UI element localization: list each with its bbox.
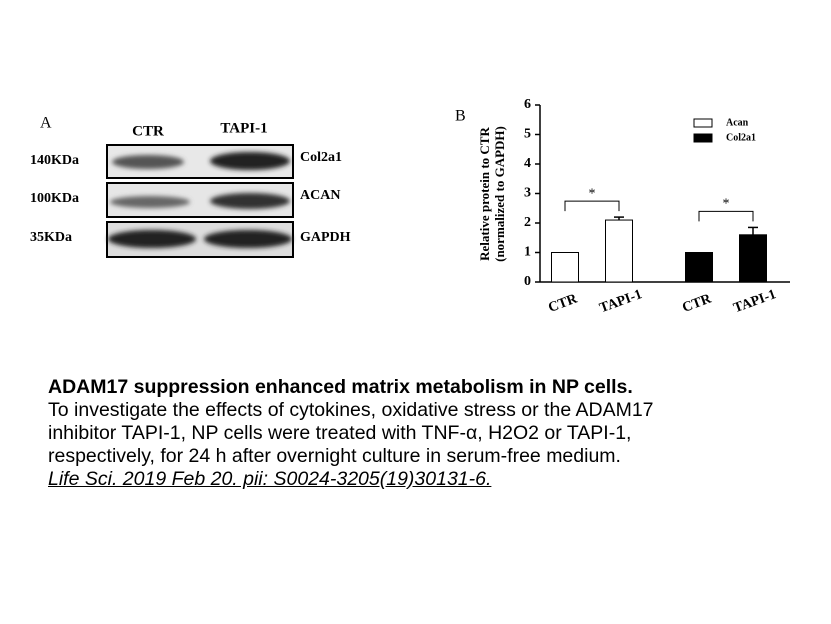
significance-bracket [564, 200, 620, 212]
bar [605, 219, 633, 283]
protein-label: GAPDH [300, 230, 351, 245]
y-tick-label: 5 [524, 127, 531, 142]
y-tick-label: 0 [524, 274, 531, 289]
caption-line: To investigate the effects of cytokines,… [48, 399, 654, 421]
significance-label: * [723, 197, 730, 212]
blot [106, 144, 294, 258]
y-tick-label: 2 [524, 215, 531, 230]
caption-title: ADAM17 suppression enhanced matrix metab… [48, 376, 633, 398]
protein-label: Col2a1 [300, 150, 342, 165]
bar [739, 234, 767, 283]
y-axis-label: Relative protein to CTR [477, 127, 492, 261]
mw-label: 140KDa [30, 153, 79, 168]
significance-bracket [698, 210, 754, 222]
caption-line: respectively, for 24 h after overnight c… [48, 445, 621, 467]
panel-label: B [455, 108, 466, 125]
figure: A CTR TAPI-1 140KDa Col2a1 100KDa ACAN 3… [30, 97, 790, 316]
bar [551, 252, 579, 283]
mw-label: 100KDa [30, 191, 79, 206]
error-bar [748, 226, 758, 235]
panel-label: A [40, 115, 52, 132]
bar [685, 252, 713, 283]
lane-label: TAPI-1 [220, 120, 267, 136]
legend-label: Col2a1 [726, 132, 756, 143]
error-bar [614, 216, 624, 221]
x-tick-label: TAPI-1 [732, 287, 779, 316]
significance-label: * [589, 186, 596, 201]
legend-swatch [693, 133, 713, 143]
citation: Life Sci. 2019 Feb 20. pii: S0024-3205(1… [48, 468, 492, 490]
y-tick-label: 4 [524, 156, 531, 171]
x-tick-label: TAPI-1 [598, 287, 645, 316]
y-tick-label: 3 [524, 186, 531, 201]
legend-swatch [693, 118, 713, 128]
lane-label: CTR [132, 123, 164, 139]
caption: ADAM17 suppression enhanced matrix metab… [48, 376, 654, 491]
y-tick-label: 6 [524, 97, 531, 112]
legend-label: Acan [726, 117, 749, 128]
y-axis-label: (normalized to GAPDH) [492, 126, 507, 262]
y-tick-label: 1 [524, 245, 531, 260]
mw-label: 35KDa [30, 230, 72, 245]
x-tick-label: CTR [546, 291, 580, 316]
x-tick-label: CTR [680, 291, 714, 316]
protein-label: ACAN [300, 188, 340, 203]
caption-line: inhibitor TAPI-1, NP cells were treated … [48, 422, 632, 444]
